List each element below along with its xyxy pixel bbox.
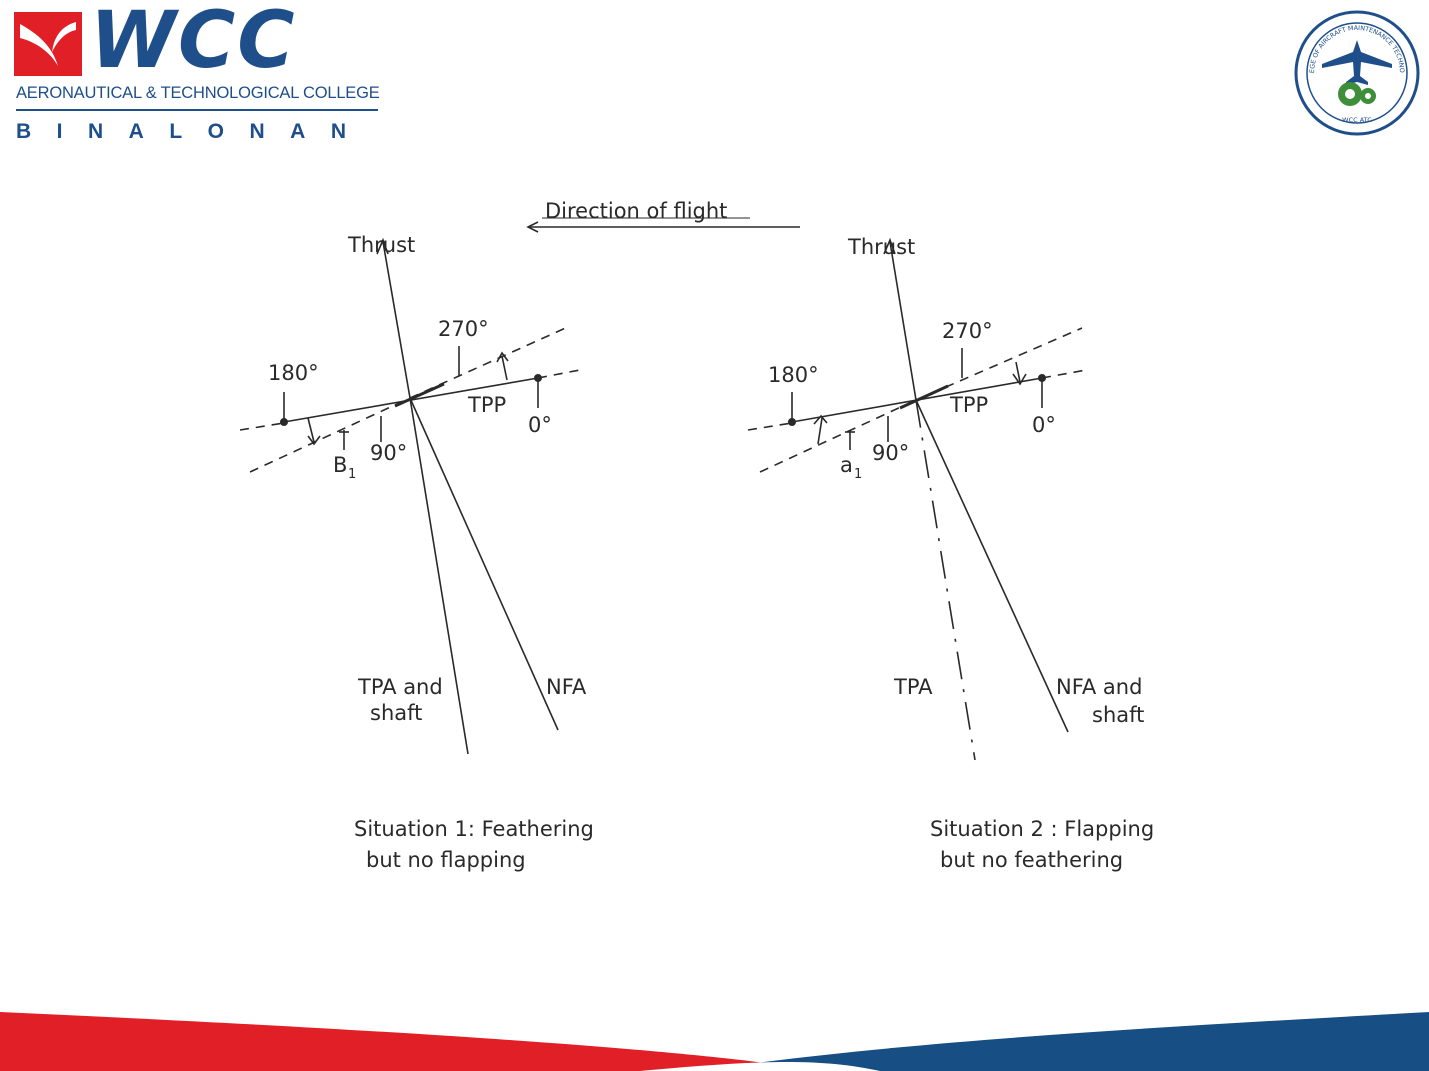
wcc-emblem-icon [14,12,82,76]
rotor-flapping-feathering-diagram: Direction of flight Thrust 270° 180° TPP… [239,199,1154,872]
thrust-label-2: Thrust [847,235,915,259]
tpa-shaft-label-2: shaft [370,701,422,725]
thrust-label-1: Thrust [347,233,415,257]
angle-b1-label: B [333,453,347,477]
situation-2-caption-line2: but no feathering [940,848,1123,872]
tpp-label-1: TPP [467,393,506,417]
tpp-label-2: TPP [949,393,988,417]
angle-a1-label: a [840,453,853,477]
nfa-line-1 [409,397,559,731]
tpa-shaft-label-1: TPA and [357,675,443,699]
deg-0-label-2: 0° [1032,413,1056,437]
situation-1-drawing [239,237,581,755]
logo-wordmark: WCC [90,0,297,86]
direction-arrow-head [526,221,539,233]
direction-of-flight-label: Direction of flight [545,199,727,223]
nfa-plane-1 [249,397,411,473]
deg-270-label-2: 270° [942,319,993,343]
deg-180-label-1: 180° [268,361,319,385]
nfa-shaft-line-2 [915,399,1069,733]
campus-name: BINALONAN [16,120,372,143]
tpa-shaft-line-1 [409,397,469,755]
situation-1-caption-line2: but no flapping [366,848,526,872]
angle-a1-subscript: 1 [854,467,862,482]
college-name: AERONAUTICAL & TECHNOLOGICAL COLLEGE [16,84,380,102]
thrust-axis-2 [889,241,917,401]
nfa-shaft-label-2-line2: shaft [1092,703,1144,727]
deg-270-label-1: 270° [438,317,489,341]
tpa-line-2 [915,399,976,761]
thrust-axis-1 [382,241,411,399]
nfa-label-1: NFA [546,675,587,699]
angle-b1-subscript: 1 [348,467,356,482]
college-seal-icon: COLLEGE OF AIRCRAFT MAINTENANCE TECHNOLO… [1294,10,1420,136]
deg-180-label-2: 180° [768,363,819,387]
deg-90-label-1: 90° [370,441,407,465]
tpa-label-2: TPA [893,675,933,699]
nfa-shaft-label-2-line1: NFA and [1056,675,1142,699]
nfa-plane-2 [759,399,917,473]
situation-1-caption-line1: Situation 1: Feathering [354,817,594,841]
footer-band [0,1012,1429,1071]
logo-divider [16,109,378,111]
college-logo: WCC AERONAUTICAL & TECHNOLOGICAL COLLEGE… [14,2,380,143]
seal-bottom-text: WCC ATC [1342,116,1372,124]
deg-0-label-1: 0° [528,413,552,437]
situation-2-caption-line1: Situation 2 : Flapping [930,817,1154,841]
deg-90-label-2: 90° [872,441,909,465]
situation-2-drawing [747,237,1087,761]
